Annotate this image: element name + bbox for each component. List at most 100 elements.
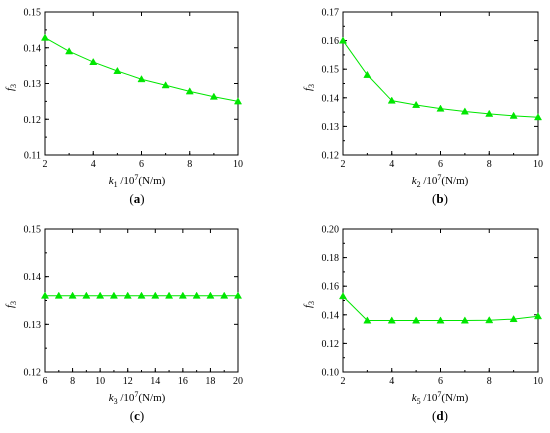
panel-caption: (a) (129, 191, 144, 206)
data-point-marker (485, 109, 494, 117)
data-point-marker (40, 291, 50, 299)
data-point-marker (54, 291, 63, 299)
y-tick-label: 0.14 (24, 43, 42, 54)
data-point-marker (338, 36, 348, 44)
chart-panel-1: 2 4 6 8 10 0.11 0.12 0.13 0.14 0.15 f3 k1 /107(N/m)… (4, 8, 243, 207)
x-tick-label: 6 (438, 376, 443, 387)
panel-caption: (b) (432, 191, 448, 206)
data-point-marker (412, 316, 421, 324)
y-tick-label: 0.16 (322, 282, 340, 293)
data-point-marker (185, 87, 194, 95)
data-point-marker (509, 111, 518, 119)
y-tick-label: 0.17 (322, 8, 340, 19)
data-point-marker (40, 33, 50, 41)
y-tick-label: 0.18 (322, 253, 340, 264)
y-axis-label: f3 (4, 84, 18, 91)
x-tick-label: 10 (95, 376, 105, 387)
data-point-marker (363, 70, 372, 78)
x-axis-label: k1 /107(N/m) (109, 173, 166, 189)
data-point-marker (220, 291, 229, 299)
x-tick-label: 14 (150, 376, 160, 387)
x-tick-label: 16 (178, 376, 188, 387)
data-point-marker (533, 312, 543, 320)
x-tick-label: 6 (438, 159, 443, 170)
y-axis-label: f3 (302, 84, 316, 91)
data-point-marker (192, 291, 201, 299)
y-tick-label: 0.15 (24, 8, 42, 19)
x-tick-label: 4 (389, 376, 394, 387)
data-point-marker (387, 96, 396, 104)
x-tick-label: 20 (233, 376, 243, 387)
plot-frame (44, 11, 239, 156)
chart-panel-2: 2 4 6 8 10 0.12 0.13 0.14 0.15 0.16 0.17 f3 k2 /107(… (302, 8, 543, 207)
y-tick-label: 0.13 (322, 122, 340, 133)
data-point-marker (436, 104, 445, 112)
chart-panel-3: 6 8 10 12 14 16 18 20 0.12 0.13 0.14 0.15 f3 k3 /107(… (4, 225, 243, 424)
data-point-marker (485, 316, 494, 324)
data-point-marker (151, 291, 160, 299)
y-tick-label: 0.10 (322, 368, 340, 379)
panel-caption: (d) (432, 408, 448, 423)
y-tick-label: 0.12 (24, 368, 42, 379)
plot-frame (342, 228, 539, 373)
y-tick-label: 0.12 (24, 115, 42, 126)
series-line (44, 37, 239, 102)
y-tick-label: 0.14 (322, 93, 340, 104)
data-point-marker (460, 316, 469, 324)
x-tick-label: 10 (233, 159, 243, 170)
data-point-marker (65, 47, 74, 55)
y-tick-label: 0.11 (24, 151, 41, 162)
x-tick-label: 6 (139, 159, 144, 170)
data-point-marker (460, 107, 469, 115)
x-tick-label: 8 (487, 376, 492, 387)
data-point-marker (209, 92, 218, 100)
y-axis-label: f3 (302, 301, 316, 308)
y-tick-label: 0.12 (322, 339, 340, 350)
data-point-marker (109, 291, 118, 299)
x-tick-label: 2 (341, 159, 346, 170)
data-point-marker (82, 291, 91, 299)
x-tick-label: 2 (341, 376, 346, 387)
plot-frame (44, 228, 239, 373)
y-tick-label: 0.12 (322, 151, 340, 162)
y-axis-label: f3 (4, 301, 18, 308)
x-axis-label: k2 /107(N/m) (412, 173, 469, 189)
data-point-marker (206, 291, 215, 299)
data-point-marker (68, 291, 77, 299)
x-tick-label: 10 (533, 376, 543, 387)
data-point-marker (137, 75, 146, 83)
data-point-marker (363, 316, 372, 324)
data-point-marker (436, 316, 445, 324)
y-tick-label: 0.15 (24, 225, 42, 236)
data-point-marker (338, 292, 348, 300)
panel-caption: (c) (130, 408, 144, 423)
y-tick-label: 0.13 (24, 79, 42, 90)
chart-panel-4: 2 4 6 8 10 0.10 0.12 0.14 0.16 0.18 0.20 f3 k5 /107(… (302, 225, 543, 424)
y-tick-label: 0.20 (322, 225, 340, 236)
y-tick-label: 0.14 (24, 272, 42, 283)
x-tick-label: 4 (389, 159, 394, 170)
y-tick-label: 0.15 (322, 65, 340, 76)
data-point-marker (89, 57, 98, 65)
x-axis-label: k5 /107(N/m) (412, 390, 469, 406)
x-tick-label: 18 (205, 376, 215, 387)
x-tick-label: 10 (533, 159, 543, 170)
y-tick-label: 0.13 (24, 320, 42, 331)
data-point-marker (113, 66, 122, 74)
x-tick-label: 8 (70, 376, 75, 387)
plot-frame (342, 11, 539, 156)
x-axis-label: k3 /107(N/m) (109, 390, 166, 406)
data-point-marker (233, 291, 243, 299)
data-point-marker (123, 291, 132, 299)
data-point-marker (533, 113, 543, 121)
data-point-marker (161, 81, 170, 89)
x-tick-label: 4 (91, 159, 96, 170)
y-tick-label: 0.16 (322, 36, 340, 47)
y-tick-label: 0.14 (322, 310, 340, 321)
x-tick-label: 2 (43, 159, 48, 170)
data-point-marker (178, 291, 187, 299)
data-point-marker (233, 97, 243, 105)
x-tick-label: 8 (487, 159, 492, 170)
